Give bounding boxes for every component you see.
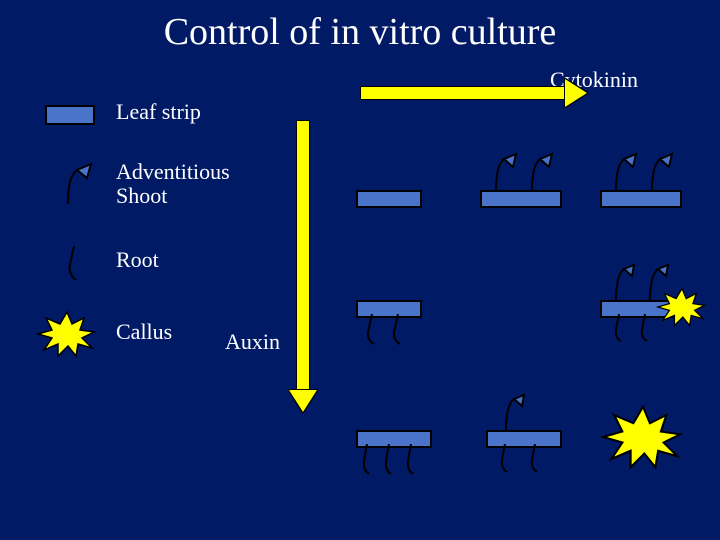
cell-r1c2-shoot-1 xyxy=(486,152,518,197)
cell-r3c2-root-1 xyxy=(496,444,516,479)
cell-r1c3-shoot-2 xyxy=(642,152,674,197)
cell-r2c1-root-1 xyxy=(362,314,384,351)
auxin-label: Auxin xyxy=(225,330,280,354)
legend-root-icon xyxy=(62,246,88,287)
legend-shoot-icon xyxy=(55,160,95,209)
cell-r3c1-root-1 xyxy=(358,444,378,481)
cytokinin-arrow xyxy=(360,80,590,108)
legend-leaf-strip-label: Leaf strip xyxy=(116,100,201,124)
cell-r2c3-shoot-1 xyxy=(606,262,636,307)
legend-root-label: Root xyxy=(116,248,159,272)
cell-r1c2-shoot-2 xyxy=(522,152,554,197)
cell-r1c3-shoot-1 xyxy=(606,152,638,197)
page-title: Control of in vitro culture xyxy=(0,10,720,54)
cell-r1c1-strip xyxy=(356,190,422,208)
legend-callus-icon xyxy=(36,310,98,363)
cell-r3c1-root-3 xyxy=(402,444,422,481)
cell-r2c1-root-2 xyxy=(388,314,410,351)
cell-r2c3-callus xyxy=(656,286,708,333)
cell-r2c3-root-2 xyxy=(636,314,656,347)
cell-r3c3-callus xyxy=(600,404,686,475)
cell-r3c1-root-2 xyxy=(380,444,400,481)
cell-r2c3-root-1 xyxy=(610,314,630,347)
cell-r3c2-shoot xyxy=(496,392,526,437)
cell-r3c2-root-2 xyxy=(526,444,546,479)
legend-leaf-strip-icon xyxy=(45,105,95,125)
legend-callus-label: Callus xyxy=(116,320,172,344)
legend-shoot-label: Adventitious Shoot xyxy=(116,160,230,208)
auxin-arrow xyxy=(290,120,318,415)
